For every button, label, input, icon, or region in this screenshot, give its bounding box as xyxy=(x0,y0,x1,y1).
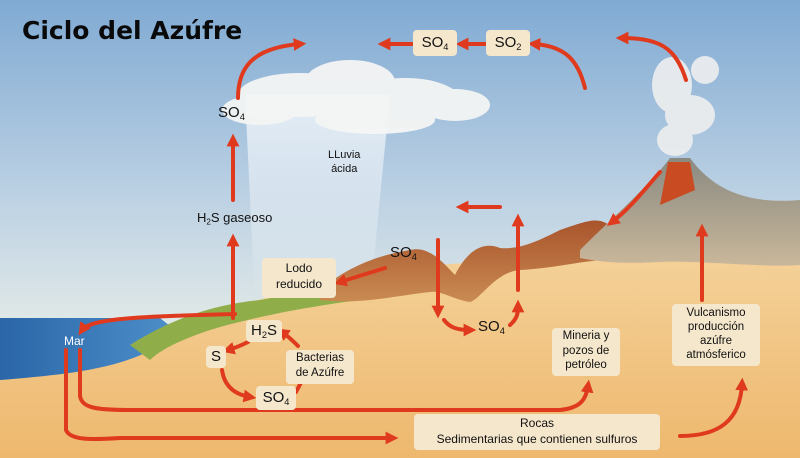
so4-left-sub: 4 xyxy=(239,111,245,122)
label-s: S xyxy=(206,346,226,368)
volcano xyxy=(580,158,800,266)
arrow-so4-to-top xyxy=(236,38,307,100)
arrow-so4-to-valley-up xyxy=(508,299,525,327)
arrow-volcano-up xyxy=(615,31,688,82)
diagram-title: Ciclo del Azúfre xyxy=(22,16,243,45)
cycle-arrows xyxy=(64,31,749,445)
label-mar: Mar xyxy=(64,334,85,348)
h2s-post: S xyxy=(267,322,278,339)
label-mineria: Mineria y pozos de petróleo xyxy=(552,328,620,376)
arrow-mar-to-mineria xyxy=(78,348,594,412)
arrow-volcano-down xyxy=(606,170,662,226)
coast xyxy=(130,282,360,360)
so2-top-main: SO xyxy=(494,34,517,51)
label-lodo-reducido: Lodo reducido xyxy=(262,258,336,298)
arrow-coast-to-mar xyxy=(78,312,237,336)
h2s-gas-post: S gaseoso xyxy=(210,210,273,225)
h2s-gas-sub: 2 xyxy=(206,217,211,227)
label-lluvia-acida: LLuvia ácida xyxy=(328,149,361,175)
label-so4-top: SO4 xyxy=(413,30,457,56)
so4-top-sub: 4 xyxy=(443,41,449,52)
label-so4-mid: SO4 xyxy=(390,244,417,262)
label-h2s: H2S xyxy=(246,320,282,342)
arrow-s-to-so4 xyxy=(220,368,257,403)
label-vulcanismo: Vulcanismo producción azúfre atmósferico xyxy=(672,304,760,366)
so4-top-main: SO xyxy=(421,34,444,51)
so4-mid-main: SO xyxy=(390,244,412,261)
label-so4-bottom: SO4 xyxy=(256,386,296,410)
so4-mid-sub: 4 xyxy=(411,251,417,262)
label-bacterias: Bacterias de Azúfre xyxy=(286,350,354,384)
arrow-h2s-to-s xyxy=(221,340,250,355)
cloud xyxy=(222,60,490,134)
arrow-mar-to-rocas xyxy=(64,348,399,445)
arrow-so4-to-lodo xyxy=(333,266,387,287)
h2s-gas-pre: H xyxy=(197,210,207,225)
rain-curtain xyxy=(245,95,390,300)
so4-valley-main: SO xyxy=(478,318,500,335)
h2s-sub: 2 xyxy=(261,329,267,340)
so4-bottom-sub: 4 xyxy=(284,396,290,407)
arrow-bacteria-to-h2s xyxy=(276,328,300,348)
lava-flow xyxy=(660,162,695,205)
label-so4-left: SO4 xyxy=(218,104,245,122)
label-so2-top: SO2 xyxy=(486,30,530,56)
mountain-ridge xyxy=(320,220,620,302)
label-so4-valley: SO4 xyxy=(478,318,505,336)
so4-bottom-main: SO xyxy=(262,389,285,406)
arrow-rocas-to-vulcanismo xyxy=(678,377,749,438)
label-rocas: Rocas Sedimentarias que contienen sulfur… xyxy=(414,414,660,450)
label-h2s-gaseoso: H2S gaseoso xyxy=(197,210,272,226)
arrow-to-so2 xyxy=(527,38,587,90)
so4-left-main: SO xyxy=(218,104,240,121)
h2s-pre: H xyxy=(250,322,262,339)
arrow-valley-to-so4 xyxy=(442,318,477,337)
so2-top-sub: 2 xyxy=(516,41,522,52)
so4-valley-sub: 4 xyxy=(499,325,505,336)
